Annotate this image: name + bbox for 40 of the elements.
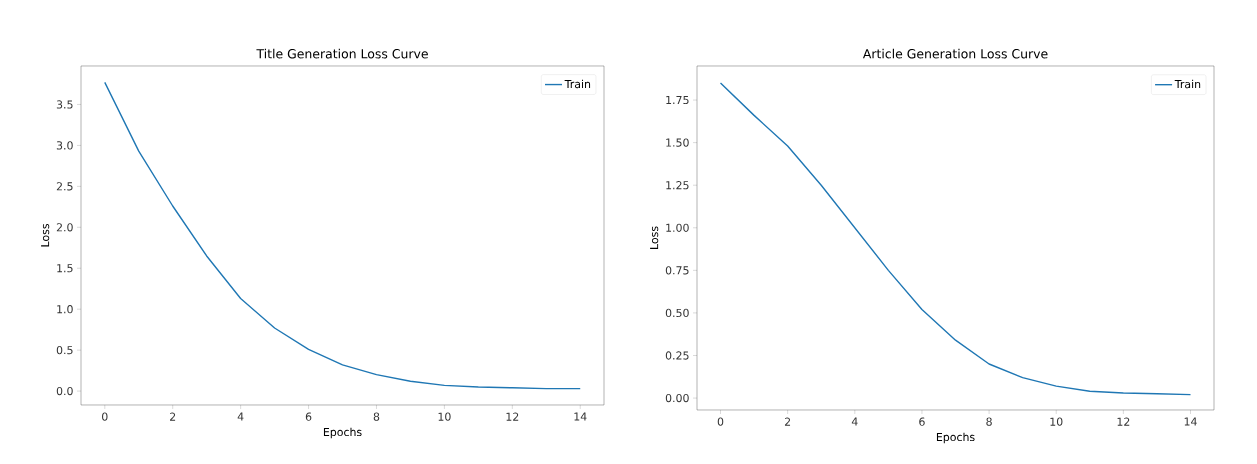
legend-label: Train <box>1174 79 1201 89</box>
x-tick-label: 10 <box>438 412 451 421</box>
x-tick-label: 4 <box>237 412 244 421</box>
chart-title: Title Generation Loss Curve <box>256 48 428 59</box>
chart-title: Article Generation Loss Curve <box>862 48 1048 59</box>
x-tick-label: 10 <box>1050 417 1063 426</box>
y-tick-label: 1.5 <box>57 264 73 273</box>
y-tick-label: 0.50 <box>665 308 689 318</box>
y-tick-label: 0.5 <box>56 345 73 355</box>
y-tick-label: 0.25 <box>665 351 689 360</box>
x-tick-label: 14 <box>1184 417 1197 426</box>
x-tick-label: 6 <box>919 417 925 426</box>
x-tick-label: 12 <box>1117 417 1130 426</box>
y-tick-label: 3.5 <box>56 100 73 109</box>
y-tick-label: 1.0 <box>57 305 73 314</box>
x-tick-label: 0 <box>717 417 724 426</box>
y-tick-label: 3.0 <box>56 141 73 150</box>
x-tick-label: 14 <box>574 412 587 421</box>
y-tick-label: 0.0 <box>56 386 73 396</box>
y-tick-label: 0.75 <box>665 266 689 275</box>
x-tick-label: 8 <box>373 412 380 421</box>
y-tick-label: 2.0 <box>56 223 73 232</box>
x-tick-label: 4 <box>851 417 858 426</box>
y-tick-label: 1.25 <box>666 181 689 190</box>
y-tick-label: 2.5 <box>56 182 73 191</box>
x-tick-label: 8 <box>986 417 992 426</box>
y-tick-label: 0.00 <box>665 393 689 403</box>
x-tick-label: 2 <box>784 417 791 426</box>
x-axis-title: Epochs <box>936 432 975 444</box>
x-tick-label: 2 <box>170 412 176 421</box>
y-axis-title: Loss <box>41 224 50 247</box>
x-tick-label: 0 <box>102 412 108 421</box>
legend-label: Train <box>564 79 591 89</box>
y-tick-label: 1.75 <box>666 95 689 105</box>
x-tick-label: 12 <box>506 412 519 421</box>
y-tick-label: 1.50 <box>666 138 689 147</box>
y-tick-label: 1.00 <box>666 223 689 232</box>
x-axis-title: Epochs <box>323 427 362 439</box>
y-axis-title: Loss <box>650 226 659 249</box>
x-tick-label: 6 <box>305 412 312 421</box>
